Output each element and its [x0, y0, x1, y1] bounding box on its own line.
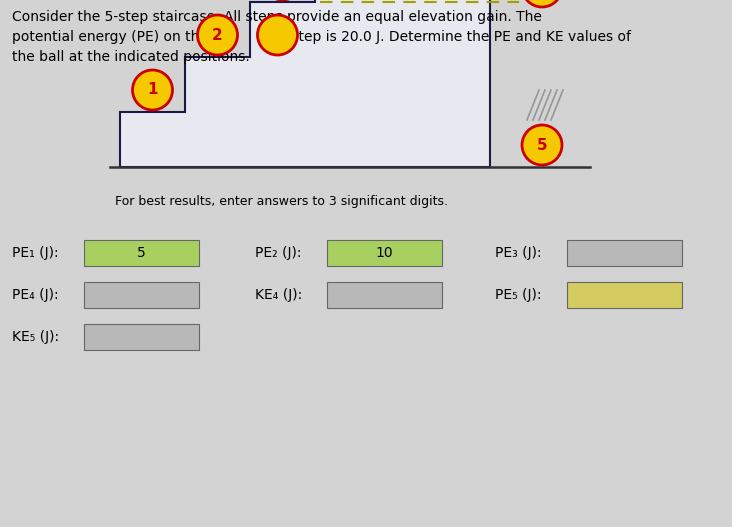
Text: Consider the 5-step staircase. All steps provide an equal elevation gain. The: Consider the 5-step staircase. All steps…	[12, 10, 542, 24]
Text: 5: 5	[537, 138, 548, 152]
Bar	[567, 282, 682, 308]
Text: potential energy (PE) on the 4: potential energy (PE) on the 4	[12, 30, 221, 44]
Bar	[567, 240, 682, 266]
Text: the ball at the indicated positions.: the ball at the indicated positions.	[12, 50, 250, 64]
Text: 1: 1	[147, 83, 158, 97]
Circle shape	[198, 15, 237, 55]
Circle shape	[258, 15, 297, 55]
Text: th: th	[274, 30, 284, 40]
Text: KE₅ (J):: KE₅ (J):	[12, 330, 59, 344]
Text: 5: 5	[137, 246, 146, 260]
Circle shape	[132, 70, 173, 110]
Text: 10: 10	[376, 246, 393, 260]
Bar	[327, 282, 442, 308]
Circle shape	[522, 0, 562, 7]
Text: PE₂ (J):: PE₂ (J):	[255, 246, 302, 260]
Text: 2: 2	[212, 27, 223, 43]
Text: For best results, enter answers to 3 significant digits.: For best results, enter answers to 3 sig…	[115, 195, 448, 208]
Circle shape	[522, 125, 562, 165]
Text: PE₄ (J):: PE₄ (J):	[12, 288, 59, 302]
Polygon shape	[120, 0, 490, 167]
Text: PE₃ (J):: PE₃ (J):	[495, 246, 542, 260]
Text: PE₁ (J):: PE₁ (J):	[12, 246, 59, 260]
Bar	[84, 240, 199, 266]
Bar	[327, 240, 442, 266]
Text: KE₄ (J):: KE₄ (J):	[255, 288, 302, 302]
Bar	[84, 324, 199, 350]
Text: PE₅ (J):: PE₅ (J):	[495, 288, 542, 302]
Bar	[84, 282, 199, 308]
Text: step is 20.0 J. Determine the PE and KE values of: step is 20.0 J. Determine the PE and KE …	[287, 30, 631, 44]
